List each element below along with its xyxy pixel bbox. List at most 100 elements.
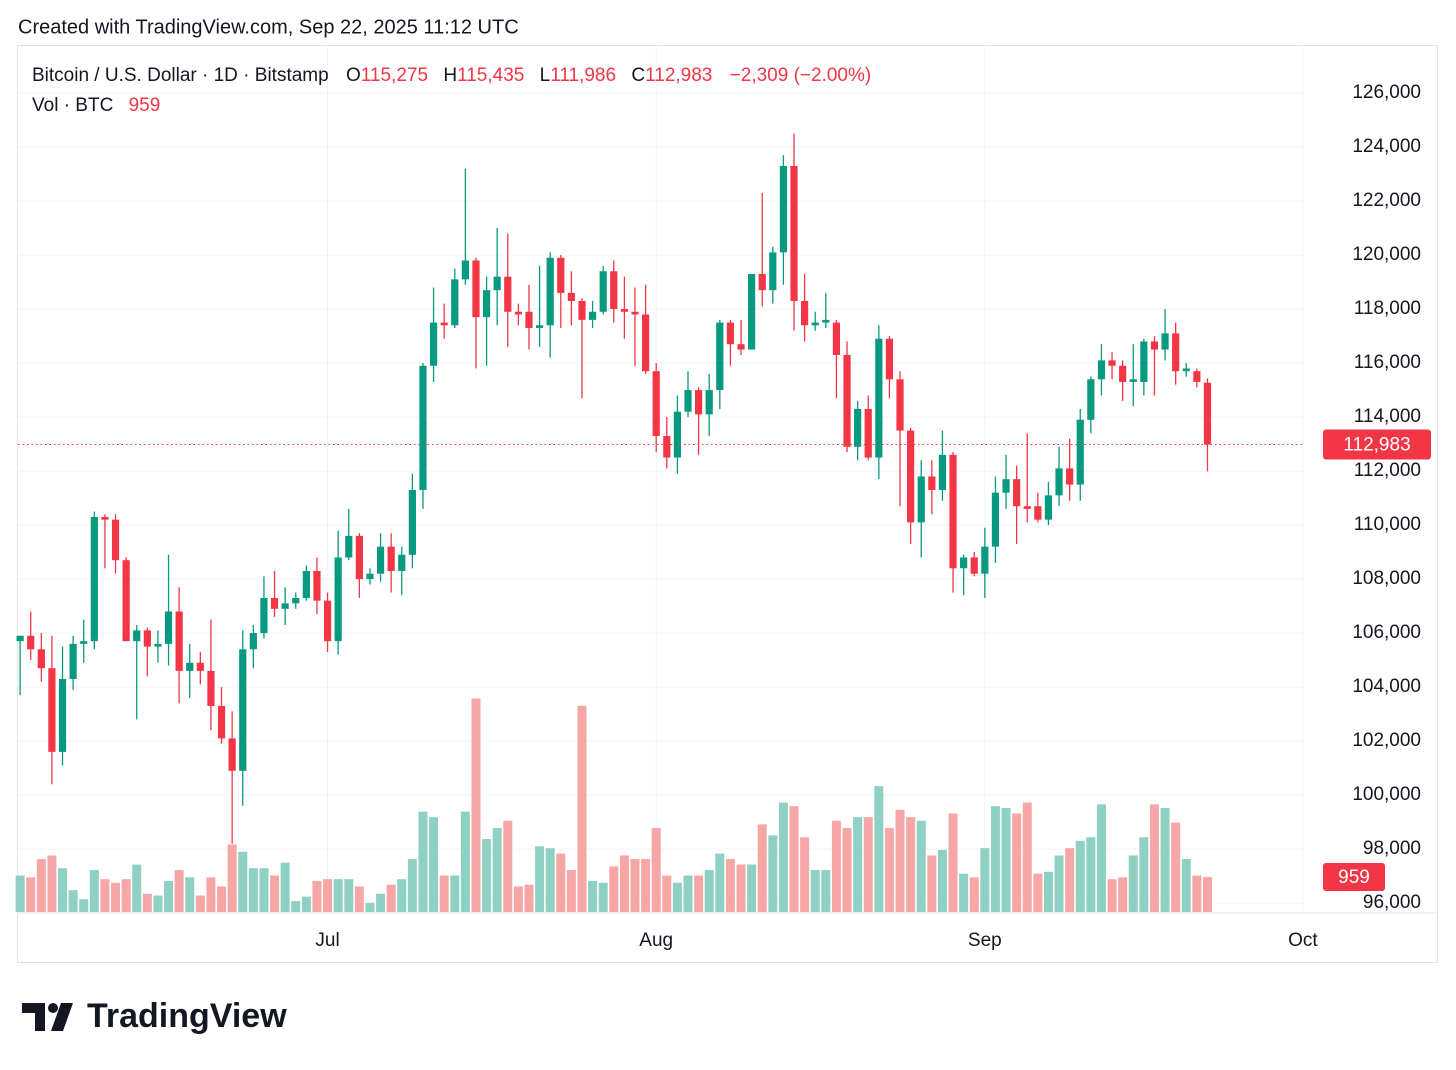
candle-body (854, 408, 862, 447)
candle-body (1119, 365, 1127, 382)
y-tick-label: 120,000 (1352, 244, 1421, 265)
candle-body (695, 390, 703, 415)
volume-bar (280, 862, 290, 912)
volume-bar (1086, 837, 1096, 912)
candle-body (302, 570, 310, 598)
volume-bar (270, 875, 280, 912)
ohlc-key: O (346, 65, 361, 86)
volume-bar (990, 806, 1000, 912)
candle-body (1193, 371, 1201, 382)
candle-body (260, 597, 268, 634)
volume-bar (185, 877, 195, 912)
volume-bar (1149, 804, 1159, 912)
volume-bar (948, 813, 958, 912)
volume-bar (821, 870, 831, 912)
candle-body (620, 309, 628, 312)
last-price-tag (1323, 429, 1431, 460)
candle-body (186, 662, 194, 671)
y-tick-label: 126,000 (1352, 82, 1421, 103)
candle-body (504, 276, 512, 312)
volume-bar (450, 875, 460, 912)
candle-body (1182, 368, 1190, 372)
volume-bar (694, 875, 704, 912)
volume-bar (768, 835, 778, 912)
candle-body (143, 630, 151, 647)
volume-bar (397, 879, 407, 912)
volume-bar (842, 828, 852, 912)
candle-body (429, 322, 438, 366)
volume-bar (641, 859, 651, 912)
volume-bar (1192, 875, 1202, 912)
candle-body (1108, 360, 1116, 366)
volume-bar (662, 875, 672, 912)
x-tick-label: Sep (968, 930, 1002, 951)
candle-body (16, 635, 24, 642)
candle-body (514, 311, 522, 315)
candle-body (1066, 468, 1074, 485)
candle-body (970, 557, 978, 574)
volume-bar (725, 859, 735, 912)
volume-bars (15, 698, 1212, 912)
ohlc-value: 115,435 (457, 65, 524, 86)
candle-body (811, 322, 819, 326)
candle-body (101, 516, 109, 520)
y-tick-label: 98,000 (1363, 838, 1421, 859)
candle-body (154, 643, 162, 647)
candle-body (69, 643, 77, 679)
volume-bar (831, 820, 841, 912)
volume-bar (566, 870, 576, 912)
volume-bar (619, 855, 629, 912)
volume-bar (1160, 808, 1170, 912)
candle-body (345, 535, 353, 558)
candle-body (1161, 333, 1169, 350)
candles (16, 133, 1212, 844)
volume-bar (471, 698, 481, 912)
volume-bar (577, 705, 587, 912)
volume-bar (36, 859, 46, 912)
volume-bar (492, 828, 502, 912)
volume-bar (800, 837, 810, 912)
candle-body (535, 325, 544, 328)
volume-bar (164, 880, 174, 912)
candle-body (366, 573, 374, 580)
volume-bar (927, 855, 937, 912)
candle-body (1055, 468, 1063, 496)
candle-body (599, 271, 607, 312)
candle-body (779, 165, 788, 253)
candle-body (398, 554, 406, 571)
candle-body (472, 260, 480, 318)
y-tick-label: 116,000 (1354, 352, 1421, 373)
volume-bar (142, 893, 152, 912)
candle-body (1076, 419, 1084, 485)
candle-body (758, 273, 766, 291)
candle-body (281, 603, 289, 609)
ohlc-value: 111,986 (550, 65, 616, 86)
volume-bar (588, 880, 598, 912)
candle-body (737, 344, 745, 350)
candle-body (716, 322, 724, 391)
volume-bar (174, 870, 184, 912)
volume-bar (1001, 808, 1011, 912)
candle-body (567, 292, 575, 301)
candle-body (917, 476, 925, 523)
volume-bar (895, 809, 905, 912)
candle-body (419, 365, 427, 490)
candle-body (864, 408, 872, 458)
volume-bar (980, 848, 990, 912)
volume-bar (535, 846, 545, 912)
candle-body (461, 260, 469, 280)
candle-body (578, 300, 586, 320)
logo-mark (48, 1003, 58, 1013)
y-tick-label: 110,000 (1354, 514, 1421, 535)
volume-bar (460, 811, 470, 912)
candle-body (323, 600, 332, 642)
volume-bar (291, 901, 301, 912)
candle-body (387, 546, 395, 571)
candle-body (525, 311, 533, 328)
candle-body (557, 257, 565, 293)
volume-bar (959, 873, 969, 912)
candle-body (907, 430, 915, 523)
candle-body (726, 322, 735, 345)
candle-body (249, 633, 257, 650)
candle-body (313, 570, 321, 601)
